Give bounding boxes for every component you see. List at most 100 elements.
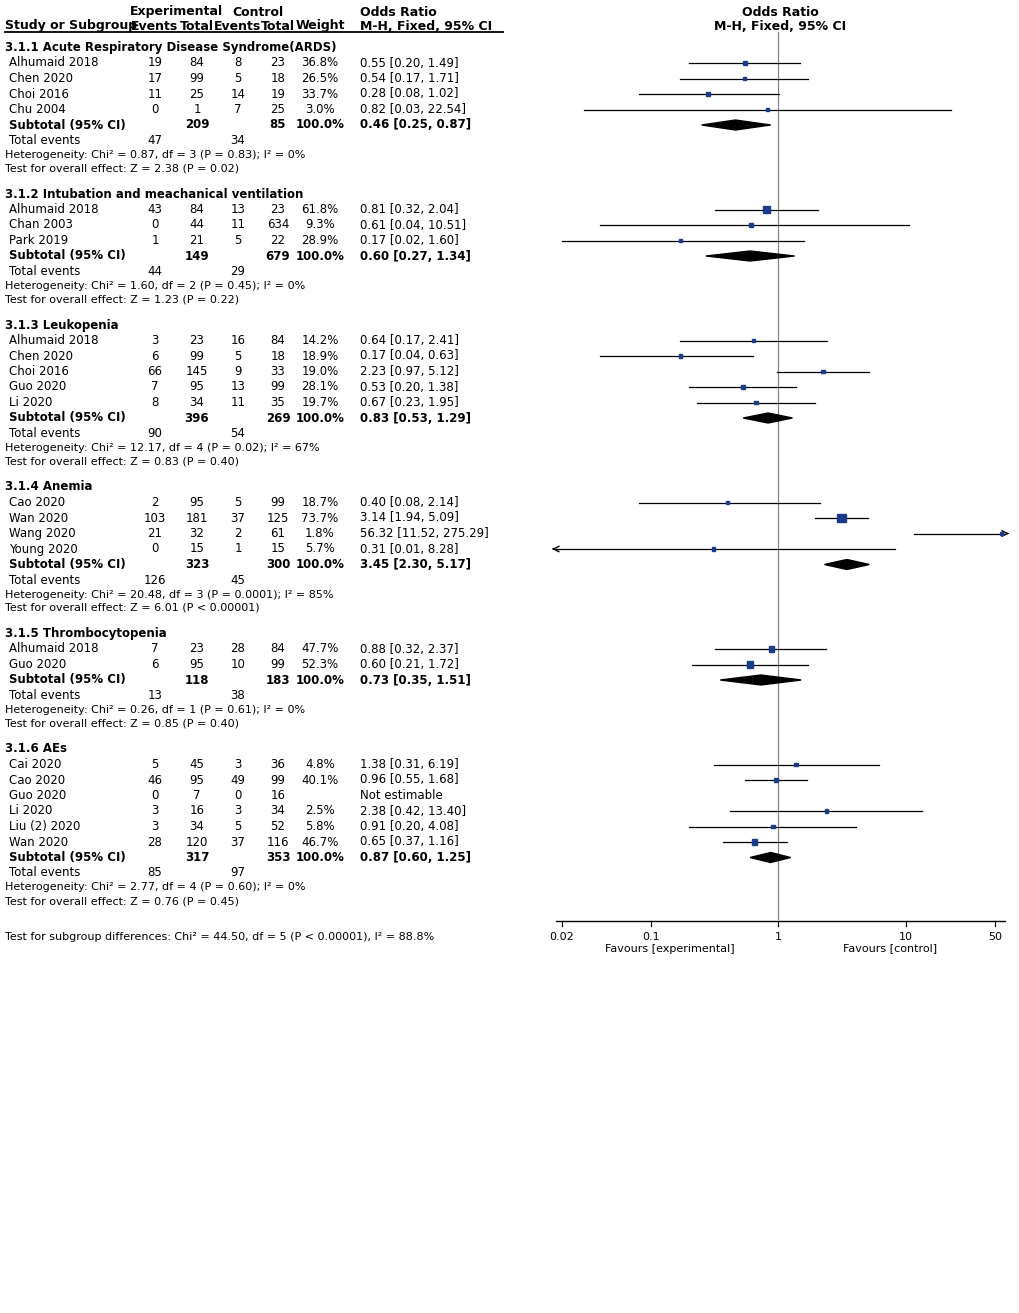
Text: 18: 18 <box>270 349 285 362</box>
Bar <box>999 532 1003 536</box>
Text: 0.64 [0.17, 2.41]: 0.64 [0.17, 2.41] <box>360 334 459 347</box>
Text: 23: 23 <box>190 334 204 347</box>
Polygon shape <box>705 251 794 261</box>
Text: 0.17 [0.02, 1.60]: 0.17 [0.02, 1.60] <box>360 234 459 247</box>
Text: 61: 61 <box>270 527 285 540</box>
Text: 66: 66 <box>148 365 162 378</box>
Text: 0: 0 <box>151 789 159 802</box>
Text: 44: 44 <box>190 218 204 231</box>
Text: 34: 34 <box>190 397 204 410</box>
Text: 18.9%: 18.9% <box>301 349 338 362</box>
Text: 1: 1 <box>774 931 782 941</box>
Text: 2.23 [0.97, 5.12]: 2.23 [0.97, 5.12] <box>360 365 459 378</box>
Text: 0.53 [0.20, 1.38]: 0.53 [0.20, 1.38] <box>360 381 458 394</box>
Text: 0.60 [0.27, 1.34]: 0.60 [0.27, 1.34] <box>360 249 471 263</box>
Text: 0.61 [0.04, 10.51]: 0.61 [0.04, 10.51] <box>360 218 466 231</box>
Text: Total: Total <box>261 20 294 33</box>
Text: Test for overall effect: Z = 0.76 (P = 0.45): Test for overall effect: Z = 0.76 (P = 0… <box>5 895 238 906</box>
Text: 11: 11 <box>230 397 246 410</box>
Text: 0.88 [0.32, 2.37]: 0.88 [0.32, 2.37] <box>360 642 459 655</box>
Text: 95: 95 <box>190 496 204 509</box>
Bar <box>742 76 745 80</box>
Polygon shape <box>743 414 792 423</box>
Text: 0.67 [0.23, 1.95]: 0.67 [0.23, 1.95] <box>360 397 459 410</box>
Text: Test for subgroup differences: Chi² = 44.50, df = 5 (P < 0.00001), I² = 88.8%: Test for subgroup differences: Chi² = 44… <box>5 931 434 941</box>
Text: Cao 2020: Cao 2020 <box>9 773 65 786</box>
Text: Total events: Total events <box>9 689 81 702</box>
Text: 5.7%: 5.7% <box>305 542 334 555</box>
Polygon shape <box>823 559 868 570</box>
Text: 47: 47 <box>148 134 162 147</box>
Text: Subtotal (95% CI): Subtotal (95% CI) <box>9 558 125 571</box>
Text: Chen 2020: Chen 2020 <box>9 349 73 362</box>
Text: 45: 45 <box>190 758 204 771</box>
Text: 37: 37 <box>230 835 246 848</box>
Text: 33.7%: 33.7% <box>302 88 338 101</box>
Text: Liu (2) 2020: Liu (2) 2020 <box>9 821 81 832</box>
Text: 3.1.1 Acute Respiratory Disease Syndrome(ARDS): 3.1.1 Acute Respiratory Disease Syndrome… <box>5 41 336 54</box>
Text: Total: Total <box>179 20 214 33</box>
Text: Wang 2020: Wang 2020 <box>9 527 75 540</box>
Text: 46.7%: 46.7% <box>301 835 338 848</box>
Text: 36.8%: 36.8% <box>302 56 338 70</box>
Text: Total events: Total events <box>9 427 81 440</box>
Text: 1: 1 <box>193 102 201 116</box>
Text: Heterogeneity: Chi² = 1.60, df = 2 (P = 0.45); I² = 0%: Heterogeneity: Chi² = 1.60, df = 2 (P = … <box>5 281 305 291</box>
Text: 100.0%: 100.0% <box>296 118 344 131</box>
Bar <box>749 223 752 227</box>
Text: 7: 7 <box>151 381 159 394</box>
Text: Alhumaid 2018: Alhumaid 2018 <box>9 334 99 347</box>
Text: 61.8%: 61.8% <box>301 204 338 217</box>
Text: 6: 6 <box>151 349 159 362</box>
Text: Guo 2020: Guo 2020 <box>9 381 66 394</box>
Text: Odds Ratio: Odds Ratio <box>360 5 436 18</box>
Bar <box>741 385 744 389</box>
Text: 19.7%: 19.7% <box>301 397 338 410</box>
Text: Subtotal (95% CI): Subtotal (95% CI) <box>9 118 125 131</box>
Text: 0.54 [0.17, 1.71]: 0.54 [0.17, 1.71] <box>360 72 459 85</box>
Text: 40.1%: 40.1% <box>301 773 338 786</box>
Text: 10: 10 <box>230 658 246 671</box>
Text: 2.5%: 2.5% <box>305 805 334 818</box>
Text: Young 2020: Young 2020 <box>9 542 77 555</box>
Text: 0.81 [0.32, 2.04]: 0.81 [0.32, 2.04] <box>360 204 459 217</box>
Text: Total events: Total events <box>9 134 81 147</box>
Text: 396: 396 <box>184 411 209 424</box>
Text: 99: 99 <box>190 72 204 85</box>
Text: 9: 9 <box>234 365 242 378</box>
Bar <box>726 500 729 504</box>
Text: 32: 32 <box>190 527 204 540</box>
Text: 54: 54 <box>230 427 246 440</box>
Text: Control: Control <box>232 5 283 18</box>
Text: 90: 90 <box>148 427 162 440</box>
Text: 28.9%: 28.9% <box>301 234 338 247</box>
Text: 0.17 [0.04, 0.63]: 0.17 [0.04, 0.63] <box>360 349 459 362</box>
Text: M-H, Fixed, 95% CI: M-H, Fixed, 95% CI <box>713 20 846 33</box>
Text: 3.1.4 Anemia: 3.1.4 Anemia <box>5 481 93 494</box>
Bar <box>765 108 768 112</box>
Text: Events: Events <box>131 20 178 33</box>
Text: Subtotal (95% CI): Subtotal (95% CI) <box>9 411 125 424</box>
Text: 13: 13 <box>230 204 246 217</box>
Text: 2: 2 <box>151 496 159 509</box>
Text: 23: 23 <box>270 56 285 70</box>
Text: 73.7%: 73.7% <box>301 512 338 524</box>
Text: Test for overall effect: Z = 1.23 (P = 0.22): Test for overall effect: Z = 1.23 (P = 0… <box>5 294 238 305</box>
Text: 5: 5 <box>234 72 242 85</box>
Text: 2.38 [0.42, 13.40]: 2.38 [0.42, 13.40] <box>360 805 466 818</box>
Text: 0: 0 <box>234 789 242 802</box>
Text: 45: 45 <box>230 574 246 587</box>
Text: 84: 84 <box>270 642 285 655</box>
Text: 0.87 [0.60, 1.25]: 0.87 [0.60, 1.25] <box>360 851 471 864</box>
Text: 0.96 [0.55, 1.68]: 0.96 [0.55, 1.68] <box>360 773 459 786</box>
Text: 0.46 [0.25, 0.87]: 0.46 [0.25, 0.87] <box>360 118 471 131</box>
Text: Guo 2020: Guo 2020 <box>9 789 66 802</box>
Text: Test for overall effect: Z = 2.38 (P = 0.02): Test for overall effect: Z = 2.38 (P = 0… <box>5 164 238 173</box>
Text: 13: 13 <box>148 689 162 702</box>
Bar <box>678 239 682 243</box>
Text: 125: 125 <box>267 512 289 524</box>
Text: 3: 3 <box>151 805 159 818</box>
Text: 99: 99 <box>190 349 204 362</box>
Text: Favours [experimental]: Favours [experimental] <box>604 944 734 953</box>
Text: 0: 0 <box>151 542 159 555</box>
